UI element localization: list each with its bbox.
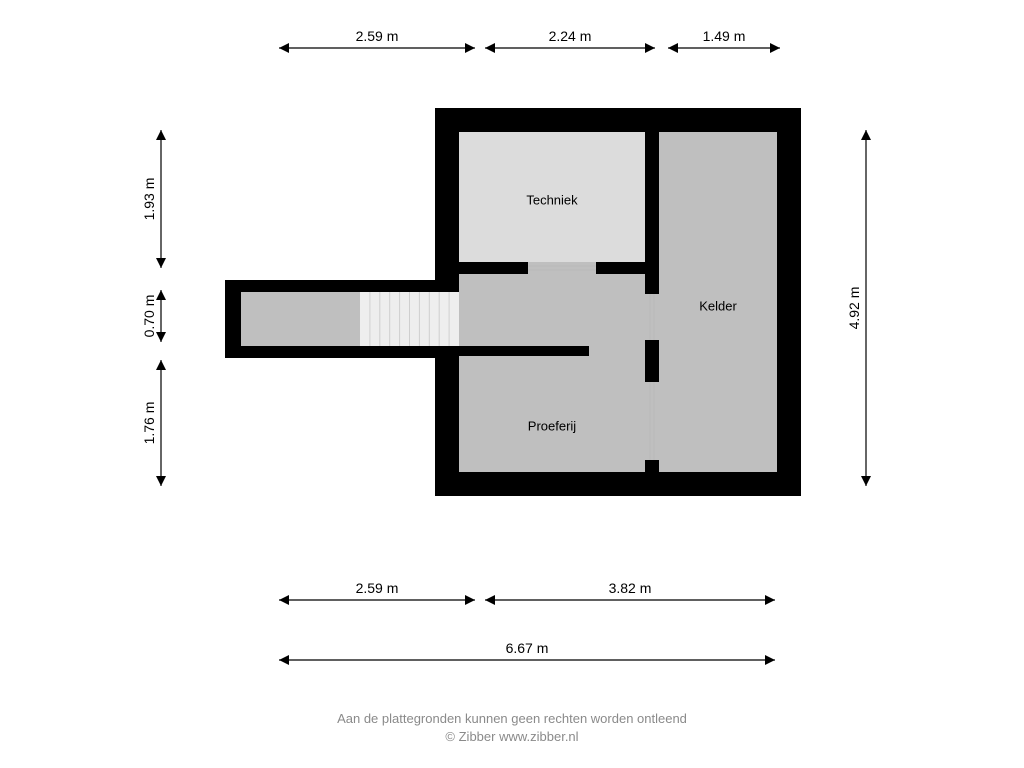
arrowhead-icon <box>156 290 166 300</box>
dimension-label: 1.76 m <box>141 402 157 445</box>
arrowhead-icon <box>485 595 495 605</box>
dimension-label: 6.67 m <box>506 640 549 656</box>
wall <box>435 108 459 280</box>
arrowhead-icon <box>861 130 871 140</box>
dimension-label: 1.93 m <box>141 178 157 221</box>
door-opening <box>645 382 659 460</box>
wall <box>435 108 801 132</box>
dimension-label: 2.24 m <box>549 28 592 44</box>
arrowhead-icon <box>156 360 166 370</box>
footer-attribution: Aan de plattegronden kunnen geen rechten… <box>337 710 687 745</box>
arrowhead-icon <box>485 43 495 53</box>
arrowhead-icon <box>465 43 475 53</box>
arrowhead-icon <box>279 655 289 665</box>
arrowhead-icon <box>279 43 289 53</box>
room-label-techniek: Techniek <box>526 193 577 208</box>
dimension-label: 3.82 m <box>609 580 652 596</box>
arrowhead-icon <box>765 655 775 665</box>
wall <box>435 358 459 496</box>
dimension-label: 2.59 m <box>356 580 399 596</box>
arrowhead-icon <box>770 43 780 53</box>
arrowhead-icon <box>156 258 166 268</box>
arrowhead-icon <box>465 595 475 605</box>
room-label-kelder: Kelder <box>699 299 737 314</box>
arrowhead-icon <box>156 476 166 486</box>
wall <box>435 472 801 496</box>
arrowhead-icon <box>279 595 289 605</box>
dimension-label: 0.70 m <box>141 295 157 338</box>
footer-line2: © Zibber www.zibber.nl <box>337 728 687 746</box>
wall <box>225 280 459 292</box>
room-label-proeferij: Proeferij <box>528 419 576 434</box>
dimension-label: 2.59 m <box>356 28 399 44</box>
arrowhead-icon <box>156 130 166 140</box>
wall <box>459 346 589 356</box>
dimension-label: 1.49 m <box>703 28 746 44</box>
door-opening <box>645 294 659 340</box>
door-opening <box>528 262 596 274</box>
arrowhead-icon <box>668 43 678 53</box>
footer-line1: Aan de plattegronden kunnen geen rechten… <box>337 710 687 728</box>
dimension-label: 4.92 m <box>846 287 862 330</box>
wall <box>777 108 801 496</box>
arrowhead-icon <box>645 43 655 53</box>
arrowhead-icon <box>765 595 775 605</box>
wall <box>225 346 459 358</box>
wall <box>225 280 241 358</box>
arrowhead-icon <box>156 332 166 342</box>
arrowhead-icon <box>861 476 871 486</box>
room-proeferij <box>459 274 645 472</box>
